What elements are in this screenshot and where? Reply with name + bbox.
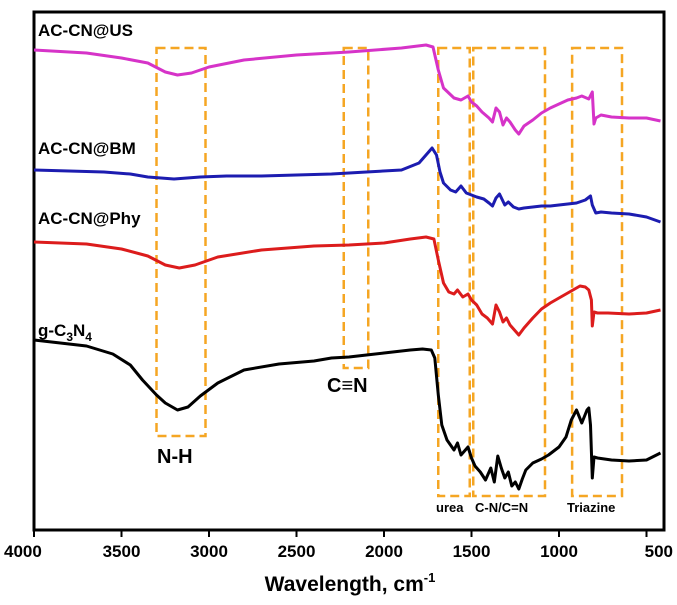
x-axis-title: Wavelength, cm-1: [265, 570, 436, 596]
region-label-nh: N-H: [157, 446, 193, 468]
series-line-gcn: [33, 338, 662, 491]
x-axis-title-text: Wavelength, cm: [265, 573, 424, 596]
series-line-phy: [33, 235, 661, 337]
region-box-cn_ring: [472, 46, 547, 498]
series-label-us: AC-CN@US: [38, 21, 133, 40]
gcn-label-sub1: 3: [66, 330, 73, 344]
x-tick-label-1000: 1000: [540, 542, 578, 561]
x-tick-label-2500: 2500: [278, 542, 316, 561]
region-label-cn-ring: C-N/C=N: [475, 500, 528, 515]
region-label-urea: urea: [436, 500, 464, 515]
x-tick-label-4000: 4000: [4, 542, 42, 561]
gcn-label-prefix: g-C: [38, 321, 66, 340]
x-tick-label-1500: 1500: [453, 542, 491, 561]
series-line-bm: [33, 146, 662, 224]
region-box-triazine: [570, 46, 624, 498]
x-tick-label-3500: 3500: [103, 542, 141, 561]
plot-frame: [32, 10, 666, 532]
series-line-us: [33, 43, 661, 136]
region-label-triazine: Triazine: [567, 500, 615, 515]
series-lines: [33, 43, 662, 491]
x-tick-label-2000: 2000: [365, 542, 403, 561]
gcn-label-sub2: 4: [85, 330, 92, 344]
region-box-urea: [437, 46, 471, 498]
series-label-gcn: g-C3N4: [38, 321, 92, 344]
region-box-cn_triple: [342, 46, 370, 370]
series-label-phy: AC-CN@Phy: [38, 209, 141, 228]
x-axis-title-sup: -1: [424, 570, 436, 585]
region-label-cn-triple: C≡N: [327, 375, 368, 397]
series-label-bm: AC-CN@BM: [38, 139, 136, 158]
region-boxes: [155, 46, 624, 498]
x-tick-label-3000: 3000: [190, 542, 228, 561]
x-axis-ticks: 4000 3500 3000 2500 2000 1500 1000 500: [4, 530, 673, 561]
x-tick-label-500: 500: [645, 542, 673, 561]
gcn-label-mid: N: [73, 321, 85, 340]
region-box-nh: [155, 46, 207, 438]
